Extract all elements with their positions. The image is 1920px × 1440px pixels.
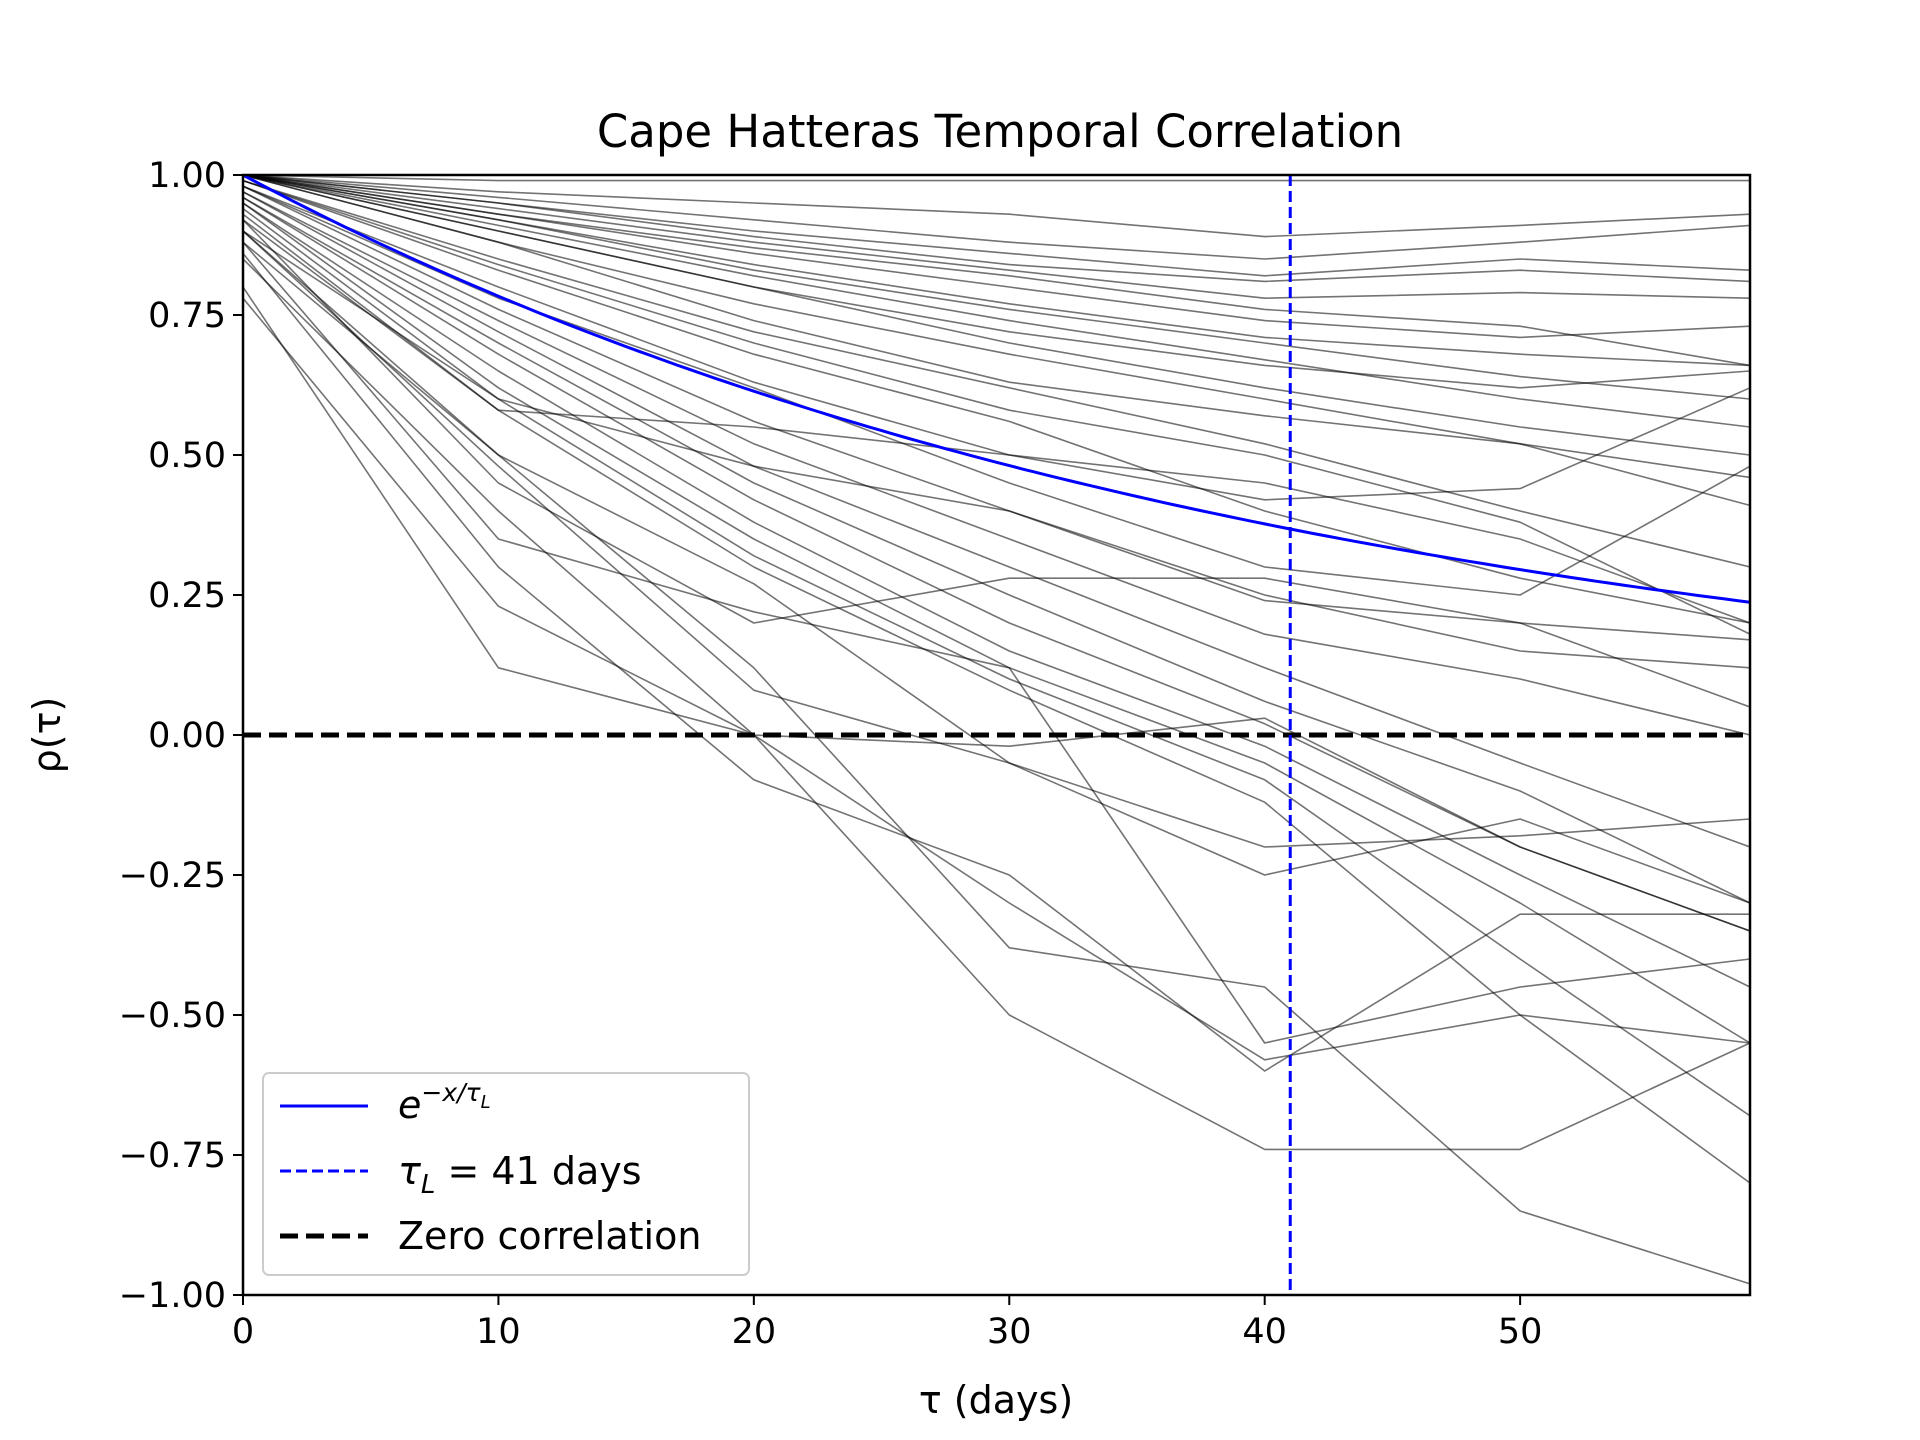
x-tick-label: 10 (476, 1312, 521, 1352)
ensemble-series-40 (243, 230, 1750, 1285)
legend-tau-symbol: τ (398, 1149, 422, 1193)
ensemble-series-34 (243, 230, 1750, 904)
ensemble-series-37 (243, 241, 1750, 1044)
overlay-group (243, 175, 1750, 1295)
ensemble-series-17 (243, 179, 1750, 635)
y-tick-label: −0.25 (119, 856, 226, 896)
ensemble-series-35 (243, 258, 1750, 1061)
legend-fit-exponent: −x/τ (421, 1078, 481, 1107)
ensemble-series-39 (243, 286, 1750, 932)
x-tick-label: 0 (232, 1312, 254, 1352)
x-tick-label: 50 (1498, 1312, 1543, 1352)
ensemble-series-24 (243, 196, 1750, 904)
ensemble-series-13 (243, 175, 1750, 456)
y-tick-label: 0.75 (148, 296, 226, 336)
y-tick-label: 0.50 (148, 436, 226, 476)
y-axis-label: ρ(τ) (25, 697, 69, 774)
legend-box (262, 1072, 750, 1276)
ensemble-series-18 (243, 179, 1750, 624)
y-axis-ticks: 1.00 0.75 0.50 0.25 0.00 −0.25 −0.50 −0.75 −1.00 (119, 156, 243, 1316)
ensemble-series-group (243, 175, 1750, 1285)
ensemble-series-1 (243, 175, 1750, 182)
x-tick-label: 30 (987, 1312, 1032, 1352)
ensemble-series-15 (243, 175, 1750, 507)
legend-fit-base: e (398, 1083, 421, 1127)
x-axis-ticks: 0 10 20 30 40 50 (232, 1295, 1543, 1352)
ensemble-series-30 (243, 219, 1750, 624)
legend: e−x/τL τL = 41 days Zero correlation (262, 1072, 750, 1276)
ensemble-series-26 (243, 202, 1750, 988)
ensemble-series-38 (243, 297, 1750, 1151)
ensemble-series-22 (243, 191, 1750, 736)
ensemble-series-11 (243, 175, 1750, 428)
y-tick-label: 0.00 (148, 716, 226, 756)
ensemble-series-31 (243, 230, 1750, 669)
y-tick-label: 1.00 (148, 156, 226, 196)
ensemble-series-2 (243, 175, 1750, 238)
x-tick-label: 40 (1242, 1312, 1287, 1352)
legend-fit-exponent-sub: L (481, 1092, 491, 1113)
legend-tau-label: τL = 41 days (398, 1149, 642, 1200)
x-tick-label: 20 (732, 1312, 777, 1352)
y-tick-label: −0.75 (119, 1136, 226, 1176)
legend-zero-label: Zero correlation (398, 1214, 701, 1258)
y-tick-label: −1.00 (119, 1276, 226, 1316)
y-tick-label: −0.50 (119, 996, 226, 1036)
ensemble-series-3 (243, 175, 1750, 260)
y-tick-label: 0.25 (148, 576, 226, 616)
ensemble-series-8 (243, 175, 1750, 339)
ensemble-series-5 (243, 175, 1750, 283)
legend-tau-rest: = 41 days (435, 1149, 641, 1193)
ensemble-series-16 (243, 179, 1750, 568)
legend-fit-label: e−x/τL (398, 1078, 491, 1127)
exponential-fit-line (243, 175, 1750, 604)
ensemble-series-10 (243, 175, 1750, 400)
ensemble-series-36 (243, 252, 1750, 1072)
x-axis-label: τ (days) (919, 1378, 1073, 1422)
chart-title: Cape Hatteras Temporal Correlation (597, 105, 1403, 158)
ensemble-series-32 (243, 219, 1750, 708)
ensemble-series-20 (243, 185, 1750, 596)
legend-tau-sub: L (421, 1170, 436, 1200)
ensemble-series-23 (243, 191, 1750, 848)
ensemble-series-6 (243, 175, 1750, 300)
